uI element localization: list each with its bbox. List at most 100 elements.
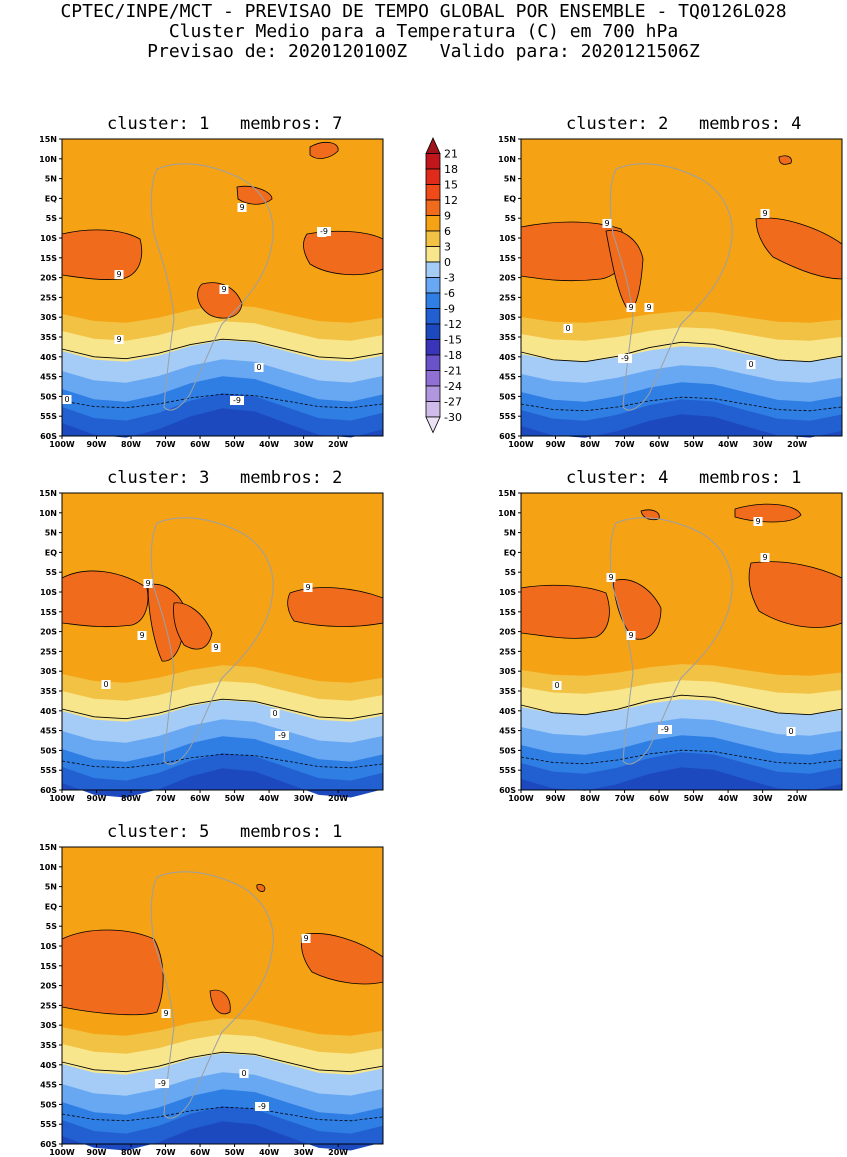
contour-label: 0: [272, 709, 277, 718]
colorbar-label: 21: [444, 148, 458, 161]
lat-label: 60S: [40, 786, 57, 795]
lon-label: 90W: [87, 794, 107, 803]
lat-label: 10S: [40, 588, 57, 597]
contour-label: 9: [646, 303, 651, 312]
contour-label: -9: [320, 227, 328, 236]
lon-label: 40W: [259, 440, 279, 449]
lat-label: 50S: [40, 746, 57, 755]
lat-label: 20S: [499, 628, 516, 637]
contour-label-bg: [255, 1102, 269, 1111]
colorbar-label: -21: [444, 365, 462, 378]
lat-label: EQ: [504, 548, 516, 557]
lon-label: 40W: [259, 1148, 279, 1157]
contour-label-bg: [230, 396, 244, 405]
lon-label: 40W: [718, 440, 738, 449]
contour-label-bg: [137, 631, 147, 640]
contour-label: -9: [258, 1102, 266, 1111]
lon-label: 100W: [49, 1148, 75, 1157]
lat-label: 30S: [40, 1021, 57, 1030]
lon-label: 80W: [121, 1148, 141, 1157]
lat-label: EQ: [504, 194, 516, 203]
header-line-3: Previsao de: 2020120100Z Valido para: 20…: [147, 41, 700, 62]
lat-label: 25S: [499, 647, 516, 656]
lon-label: 80W: [580, 794, 600, 803]
contour-label-bg: [606, 573, 616, 582]
contour-label-bg: [760, 209, 770, 218]
lat-label: 15S: [499, 254, 516, 263]
colorbar-box: [425, 354, 441, 371]
warm-patch-2: [300, 933, 384, 985]
panel-title-4: cluster: 4 membros: 1: [566, 468, 802, 488]
header-line-2: Cluster Medio para a Temperatura (C) em …: [168, 21, 679, 42]
lon-label: 90W: [546, 440, 566, 449]
warm-patch-3: [236, 185, 273, 205]
lat-label: 45S: [499, 373, 516, 382]
contour-label-bg: [626, 631, 636, 640]
contour-label: 0: [241, 1069, 246, 1078]
lat-label: 40S: [40, 1061, 57, 1070]
lon-label: 70W: [615, 794, 635, 803]
lat-label: 10S: [40, 234, 57, 243]
contour-label: 9: [303, 934, 308, 943]
lat-label: 40S: [40, 353, 57, 362]
colorbar-label: -6: [444, 287, 455, 300]
lon-label: 100W: [49, 794, 75, 803]
contour-label-bg: [552, 681, 562, 690]
lat-label: 50S: [40, 1100, 57, 1109]
colorbar-label: -24: [444, 380, 462, 393]
warm-patch-1: [61, 929, 164, 1016]
lon-label: 50W: [684, 794, 704, 803]
contour-label-bg: [62, 395, 72, 404]
lat-label: 20S: [40, 628, 57, 637]
contour-minus9-line: [61, 393, 384, 409]
warm-patch-1: [520, 584, 610, 639]
lat-label: 60S: [40, 1140, 57, 1149]
contour-label-bg: [161, 1009, 171, 1018]
warm-patch-1: [61, 229, 143, 280]
contour-label-bg: [237, 203, 247, 212]
contour-label-bg: [563, 324, 573, 333]
contour-label-bg: [275, 731, 289, 740]
lon-label: 80W: [121, 440, 141, 449]
lon-label: 80W: [121, 794, 141, 803]
continent-outline: [609, 517, 733, 765]
contour-label: 0: [565, 324, 570, 333]
lat-label: 15N: [498, 135, 516, 144]
contour-label: 9: [221, 285, 226, 294]
lat-label: EQ: [45, 902, 57, 911]
colorbar-box: [425, 199, 441, 216]
map-panel-4: 15N 10N 5N EQ 5S 10S 15S 20S 25S 30S 35S 40S 45S 50S 5…: [498, 489, 843, 803]
lat-label: 35S: [40, 333, 57, 342]
colorbar-box: [425, 184, 441, 201]
lon-label: 30W: [753, 794, 773, 803]
contour-label-bg: [254, 363, 264, 372]
contour-label: 9: [116, 335, 121, 344]
contour-label: 9: [145, 579, 150, 588]
lon-label: 20W: [787, 794, 807, 803]
lon-label: 60W: [649, 794, 669, 803]
warm-patch-3: [734, 503, 802, 523]
band-minus15-minus12: [62, 408, 383, 438]
lat-label: 35S: [499, 687, 516, 696]
lat-label: 55S: [499, 766, 516, 775]
panel-title-3: cluster: 3 membros: 2: [107, 468, 343, 488]
lat-label: 55S: [499, 412, 516, 421]
lon-label: 100W: [508, 440, 534, 449]
lat-label: 30S: [499, 313, 516, 322]
warm-patch-4: [173, 602, 213, 650]
contour-label: 9: [305, 583, 310, 592]
lon-label: 70W: [156, 440, 176, 449]
lat-label: 20S: [499, 274, 516, 283]
lon-label: 50W: [225, 440, 245, 449]
warm-patch-3: [209, 989, 231, 1015]
contour-label: 0: [256, 363, 261, 372]
colorbar-bottom-triangle: [425, 416, 441, 434]
lon-label: 30W: [294, 440, 314, 449]
lon-label: 100W: [508, 794, 534, 803]
contour-label-bg: [602, 219, 612, 228]
colorbar-box: [425, 215, 441, 232]
lat-label: 45S: [40, 373, 57, 382]
lon-label: 20W: [328, 440, 348, 449]
lat-label: 50S: [40, 392, 57, 401]
lat-label: 40S: [499, 707, 516, 716]
